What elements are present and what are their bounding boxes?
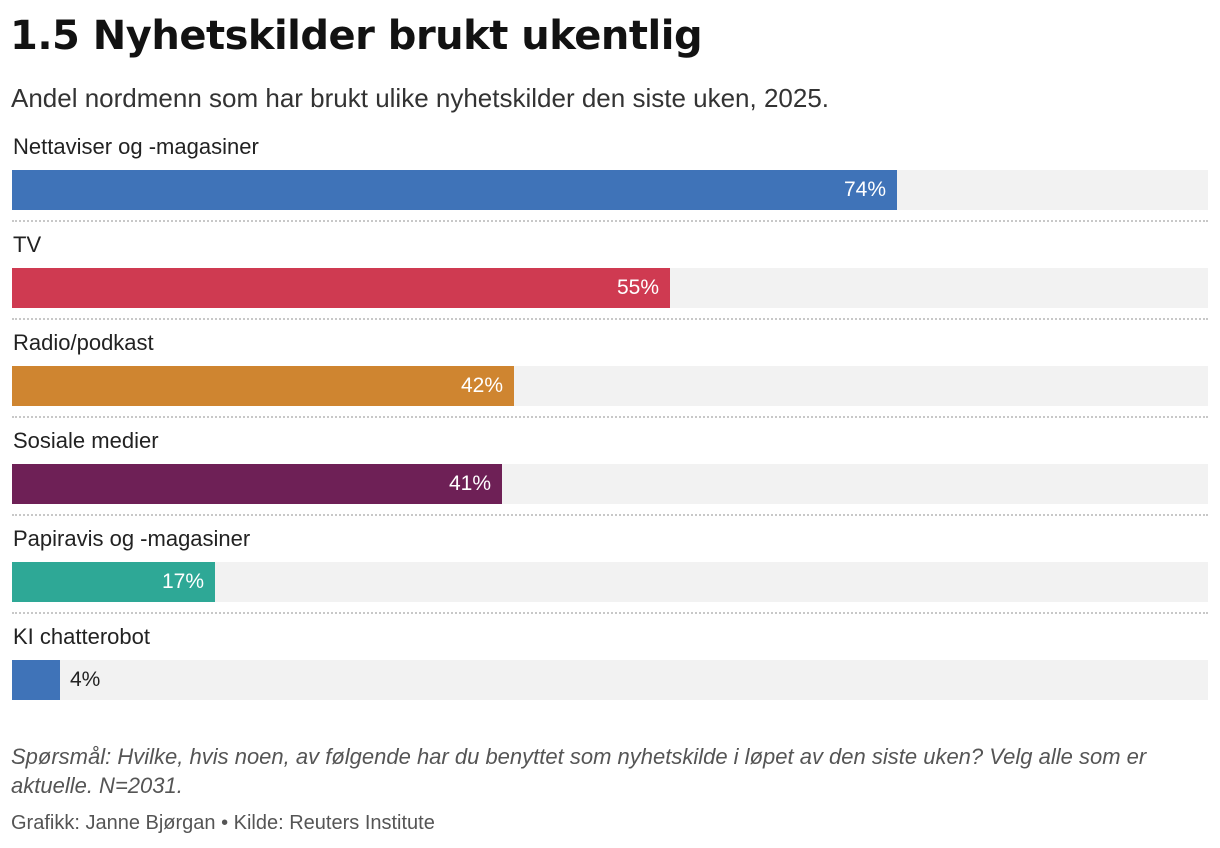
bar-row: TV 55% [12, 224, 1208, 322]
bar [12, 366, 514, 406]
bar [12, 170, 897, 210]
bar-value-label: 41% [448, 472, 491, 495]
bar-value-label: 17% [161, 570, 204, 593]
survey-question-note: Spørsmål: Hvilke, hvis noen, av følgende… [11, 744, 1147, 798]
bar-category-label: Sosiale medier [13, 428, 159, 453]
bar-row: Sosiale medier 41% [12, 420, 1208, 518]
bar-value-label: 74% [843, 178, 886, 201]
bar-value-label: 55% [616, 276, 659, 299]
row-divider [12, 220, 1208, 222]
row-divider [12, 514, 1208, 516]
bar-value-label: 4% [70, 668, 101, 691]
row-divider [12, 612, 1208, 614]
bar-category-label: Radio/podkast [13, 330, 154, 355]
bar [12, 660, 60, 700]
bar-track: 42% [12, 366, 1208, 406]
bar-row: KI chatterobot 4% [12, 616, 1208, 714]
row-divider [12, 416, 1208, 418]
bar-row: Radio/podkast 42% [12, 322, 1208, 420]
bar-row: Nettaviser og -magasiner 74% [12, 126, 1208, 224]
chart-subtitle: Andel nordmenn som har brukt ulike nyhet… [11, 83, 830, 113]
bar [12, 562, 215, 602]
bar-category-label: KI chatterobot [13, 624, 150, 649]
chart-title: 1.5 Nyhetskilder brukt ukentlig [10, 13, 703, 59]
bar-track: 41% [12, 464, 1208, 504]
bar-row: Papiravis og -magasiner 17% [12, 518, 1208, 616]
bar [12, 268, 670, 308]
bar-track: 4% [12, 660, 1208, 700]
bar-value-label: 42% [460, 374, 503, 397]
bar-track: 55% [12, 268, 1208, 308]
bar-chart: Nettaviser og -magasiner 74% TV 55% Radio/po… [12, 126, 1208, 714]
row-divider [12, 318, 1208, 320]
bar-category-label: TV [13, 232, 42, 257]
bar-category-label: Papiravis og -magasiner [13, 526, 251, 551]
source-credit: Grafikk: Janne Bjørgan • Kilde: Reuters … [11, 812, 435, 834]
bar [12, 464, 502, 504]
bar-track: 74% [12, 170, 1208, 210]
bar-track: 17% [12, 562, 1208, 602]
bar-category-label: Nettaviser og -magasiner [13, 134, 259, 159]
